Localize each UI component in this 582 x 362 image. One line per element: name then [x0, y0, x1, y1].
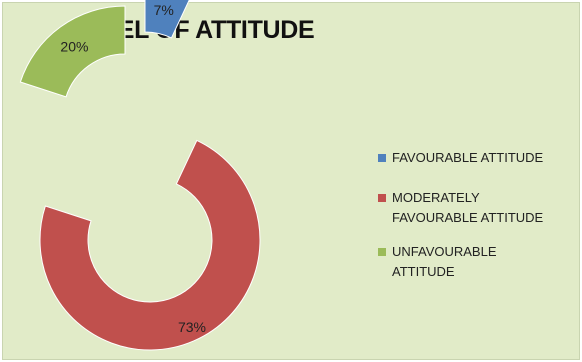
legend: FAVOURABLE ATTITUDE MODERATELY FAVOURABL…	[378, 148, 578, 302]
label-favourable: 7%	[154, 2, 174, 18]
legend-label: UNFAVOURABLE	[392, 244, 497, 259]
legend-swatch-moderately-favourable	[378, 194, 386, 202]
legend-item-unfavourable: UNFAVOURABLE ATTITUDE	[378, 242, 578, 282]
legend-swatch-favourable	[378, 154, 386, 162]
slice-moderately-favourable	[39, 139, 261, 351]
legend-swatch-unfavourable	[378, 248, 386, 256]
legend-label: FAVOURABLE ATTITUDE	[392, 150, 544, 165]
legend-item-moderately-favourable: MODERATELY FAVOURABLE ATTITUDE	[378, 188, 578, 228]
slice-unfavourable	[19, 5, 126, 98]
label-unfavourable: 20%	[60, 38, 88, 54]
legend-label: FAVOURABLE ATTITUDE	[392, 210, 544, 225]
legend-item-favourable: FAVOURABLE ATTITUDE	[378, 148, 578, 168]
label-moderately-favourable: 73%	[178, 319, 206, 335]
slice-favourable	[144, 0, 190, 39]
legend-label: ATTITUDE	[392, 264, 455, 279]
legend-label: MODERATELY	[392, 190, 480, 205]
